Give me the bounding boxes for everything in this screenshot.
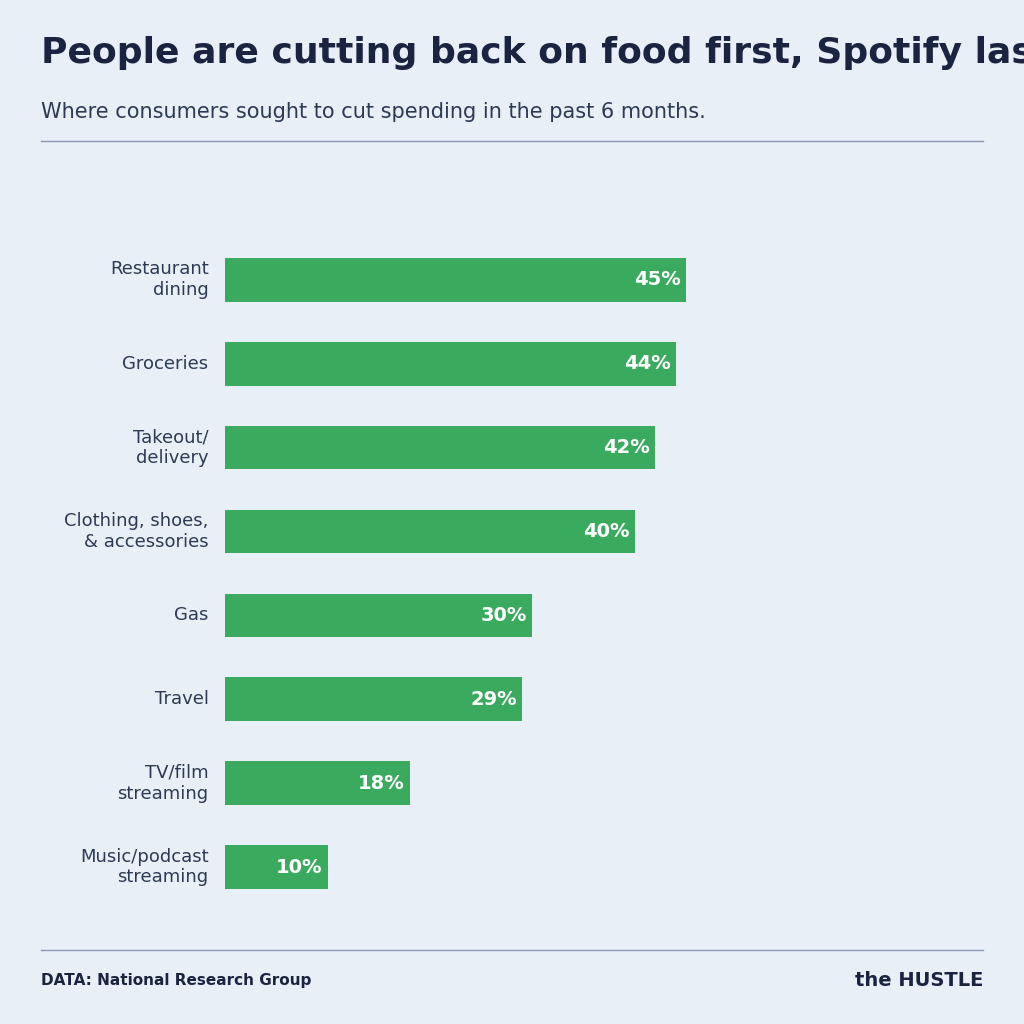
Text: People are cutting back on food first, Spotify last: People are cutting back on food first, S… — [41, 36, 1024, 70]
Text: DATA: National Research Group: DATA: National Research Group — [41, 974, 311, 988]
Text: Where consumers sought to cut spending in the past 6 months.: Where consumers sought to cut spending i… — [41, 102, 706, 123]
Text: 30%: 30% — [481, 606, 527, 625]
Text: 42%: 42% — [603, 438, 650, 457]
Bar — [225, 510, 635, 553]
Text: 18%: 18% — [357, 774, 404, 793]
Bar — [225, 594, 532, 637]
Text: 40%: 40% — [584, 522, 630, 541]
Text: 44%: 44% — [624, 354, 671, 373]
Bar — [225, 258, 686, 302]
Bar — [225, 762, 410, 805]
Bar — [225, 426, 655, 469]
Text: the HUSTLE: the HUSTLE — [855, 972, 983, 990]
Text: 10%: 10% — [276, 857, 323, 877]
Bar — [225, 845, 328, 889]
Text: 45%: 45% — [634, 270, 681, 290]
Bar — [225, 678, 522, 721]
Bar — [225, 342, 676, 385]
Text: 29%: 29% — [470, 690, 517, 709]
